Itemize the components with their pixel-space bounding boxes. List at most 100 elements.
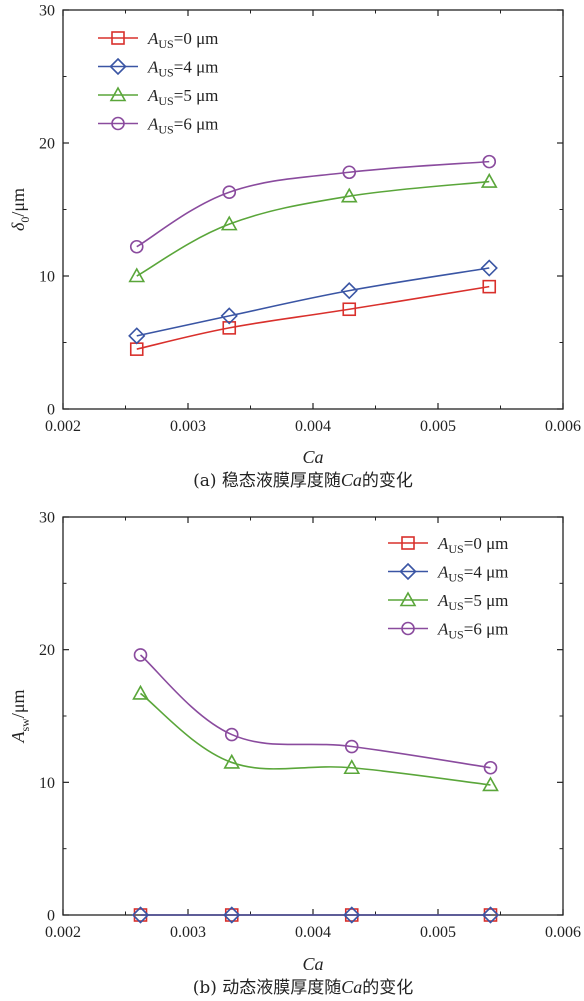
legend-symbol: A bbox=[147, 86, 159, 105]
legend-marker bbox=[399, 562, 417, 581]
data-point bbox=[481, 906, 500, 924]
data-point bbox=[480, 259, 498, 277]
legend-symbol: A bbox=[437, 563, 449, 582]
legend-value: =5 μm bbox=[174, 86, 219, 105]
y-axis-label-unit: /μm bbox=[8, 690, 28, 719]
y-tick-label: 20 bbox=[39, 136, 55, 153]
x-tick-label: 0.006 bbox=[545, 924, 581, 941]
x-tick-label: 0.003 bbox=[170, 418, 206, 435]
legend-subscript: US bbox=[448, 599, 463, 613]
caption-prefix: (a) 稳态液膜厚度随 bbox=[193, 471, 341, 491]
caption-suffix: 的变化 bbox=[362, 978, 413, 998]
series-line bbox=[136, 285, 490, 350]
legend-marker bbox=[111, 31, 125, 45]
series-line bbox=[136, 180, 490, 277]
legend-symbol: A bbox=[147, 58, 159, 77]
figure-caption: (b) 动态液膜厚度随Ca的变化 bbox=[193, 977, 414, 998]
data-point bbox=[482, 154, 497, 169]
data-point bbox=[480, 172, 498, 188]
legend-subscript: US bbox=[158, 94, 173, 108]
data-point bbox=[132, 684, 149, 700]
data-point bbox=[342, 165, 357, 180]
y-axis-label: Asw/μm bbox=[8, 690, 32, 744]
legend-value: =4 μm bbox=[464, 563, 509, 582]
data-point bbox=[222, 321, 237, 335]
legend-value: =5 μm bbox=[464, 591, 509, 610]
legend-marker bbox=[401, 536, 415, 550]
y-tick-label: 0 bbox=[47, 908, 55, 925]
x-tick-label: 0.002 bbox=[45, 418, 81, 435]
legend-marker bbox=[109, 57, 127, 76]
data-point bbox=[128, 327, 146, 345]
y-axis-label-symbol: δ bbox=[8, 222, 28, 231]
legend-marker bbox=[401, 621, 415, 636]
series-3 bbox=[129, 154, 497, 254]
data-point bbox=[220, 215, 238, 231]
legend-value: =6 μm bbox=[464, 620, 509, 639]
y-tick-label: 0 bbox=[47, 402, 55, 419]
x-tick-label: 0.002 bbox=[45, 924, 81, 941]
legend-entry: AUS=5 μm bbox=[437, 591, 508, 613]
data-point bbox=[223, 906, 241, 924]
data-point bbox=[482, 279, 497, 294]
x-tick-label: 0.003 bbox=[170, 924, 206, 941]
x-tick-label: 0.004 bbox=[295, 418, 331, 435]
series-1 bbox=[131, 906, 500, 924]
y-axis-label-unit: /μm bbox=[8, 188, 28, 217]
legend-entry: AUS=0 μm bbox=[147, 29, 218, 51]
series-line bbox=[139, 654, 491, 769]
data-point bbox=[129, 239, 144, 254]
legend-entry: AUS=5 μm bbox=[147, 86, 218, 108]
chart-panel-b: 0.002 0.003 0.004 0.005 0.006 0 10 20 30 Ca Asw/μm… bbox=[8, 510, 581, 999]
legend-marker bbox=[109, 86, 127, 102]
data-point bbox=[131, 906, 150, 924]
data-point bbox=[340, 281, 358, 300]
chart-panel-a: 0.002 0.003 0.004 0.005 0.0060102030Caδ0/μm(… bbox=[8, 3, 581, 492]
data-point bbox=[133, 648, 148, 662]
y-tick-label: 10 bbox=[39, 775, 55, 792]
series-0 bbox=[129, 279, 497, 356]
x-axis-label: Ca bbox=[302, 954, 323, 974]
legend-value: =4 μm bbox=[174, 58, 219, 77]
legend-subscript: US bbox=[448, 628, 463, 642]
data-point bbox=[344, 739, 359, 754]
y-axis-label-subscript: 0 bbox=[18, 217, 32, 223]
legend-value: =0 μm bbox=[174, 29, 219, 48]
data-point bbox=[343, 759, 361, 775]
y-axis-label-symbol: A bbox=[8, 731, 28, 744]
series-3 bbox=[133, 648, 498, 775]
legend-subscript: US bbox=[448, 542, 463, 556]
x-tick-label: 0.005 bbox=[420, 418, 456, 435]
data-point bbox=[343, 906, 361, 924]
data-point bbox=[224, 727, 239, 742]
data-point bbox=[482, 776, 499, 792]
series-line bbox=[140, 692, 491, 786]
caption-variable: Ca bbox=[341, 977, 362, 997]
caption-suffix: 的变化 bbox=[362, 471, 413, 491]
legend-symbol: A bbox=[147, 29, 159, 48]
legend-symbol: A bbox=[437, 534, 449, 553]
caption-prefix: (b) 动态液膜厚度随 bbox=[193, 978, 342, 998]
legend-marker bbox=[399, 591, 417, 607]
y-axis-label-subscript: sw bbox=[18, 718, 32, 732]
series-2 bbox=[132, 684, 499, 792]
series-2 bbox=[128, 172, 498, 283]
data-point bbox=[342, 302, 357, 317]
series-line bbox=[136, 160, 490, 248]
data-point bbox=[222, 185, 237, 200]
x-tick-label: 0.005 bbox=[420, 924, 456, 941]
legend-subscript: US bbox=[158, 37, 173, 51]
x-tick-label: 0.004 bbox=[295, 924, 331, 941]
data-point bbox=[220, 307, 238, 325]
x-tick-label: 0.006 bbox=[545, 418, 581, 435]
legend-entry: AUS=4 μm bbox=[147, 58, 218, 80]
legend-subscript: US bbox=[158, 66, 173, 80]
legend-entry: AUS=6 μm bbox=[147, 115, 218, 137]
legend-value: =0 μm bbox=[464, 534, 509, 553]
legend-marker bbox=[111, 116, 125, 131]
data-point bbox=[223, 753, 241, 769]
data-point bbox=[483, 760, 498, 775]
